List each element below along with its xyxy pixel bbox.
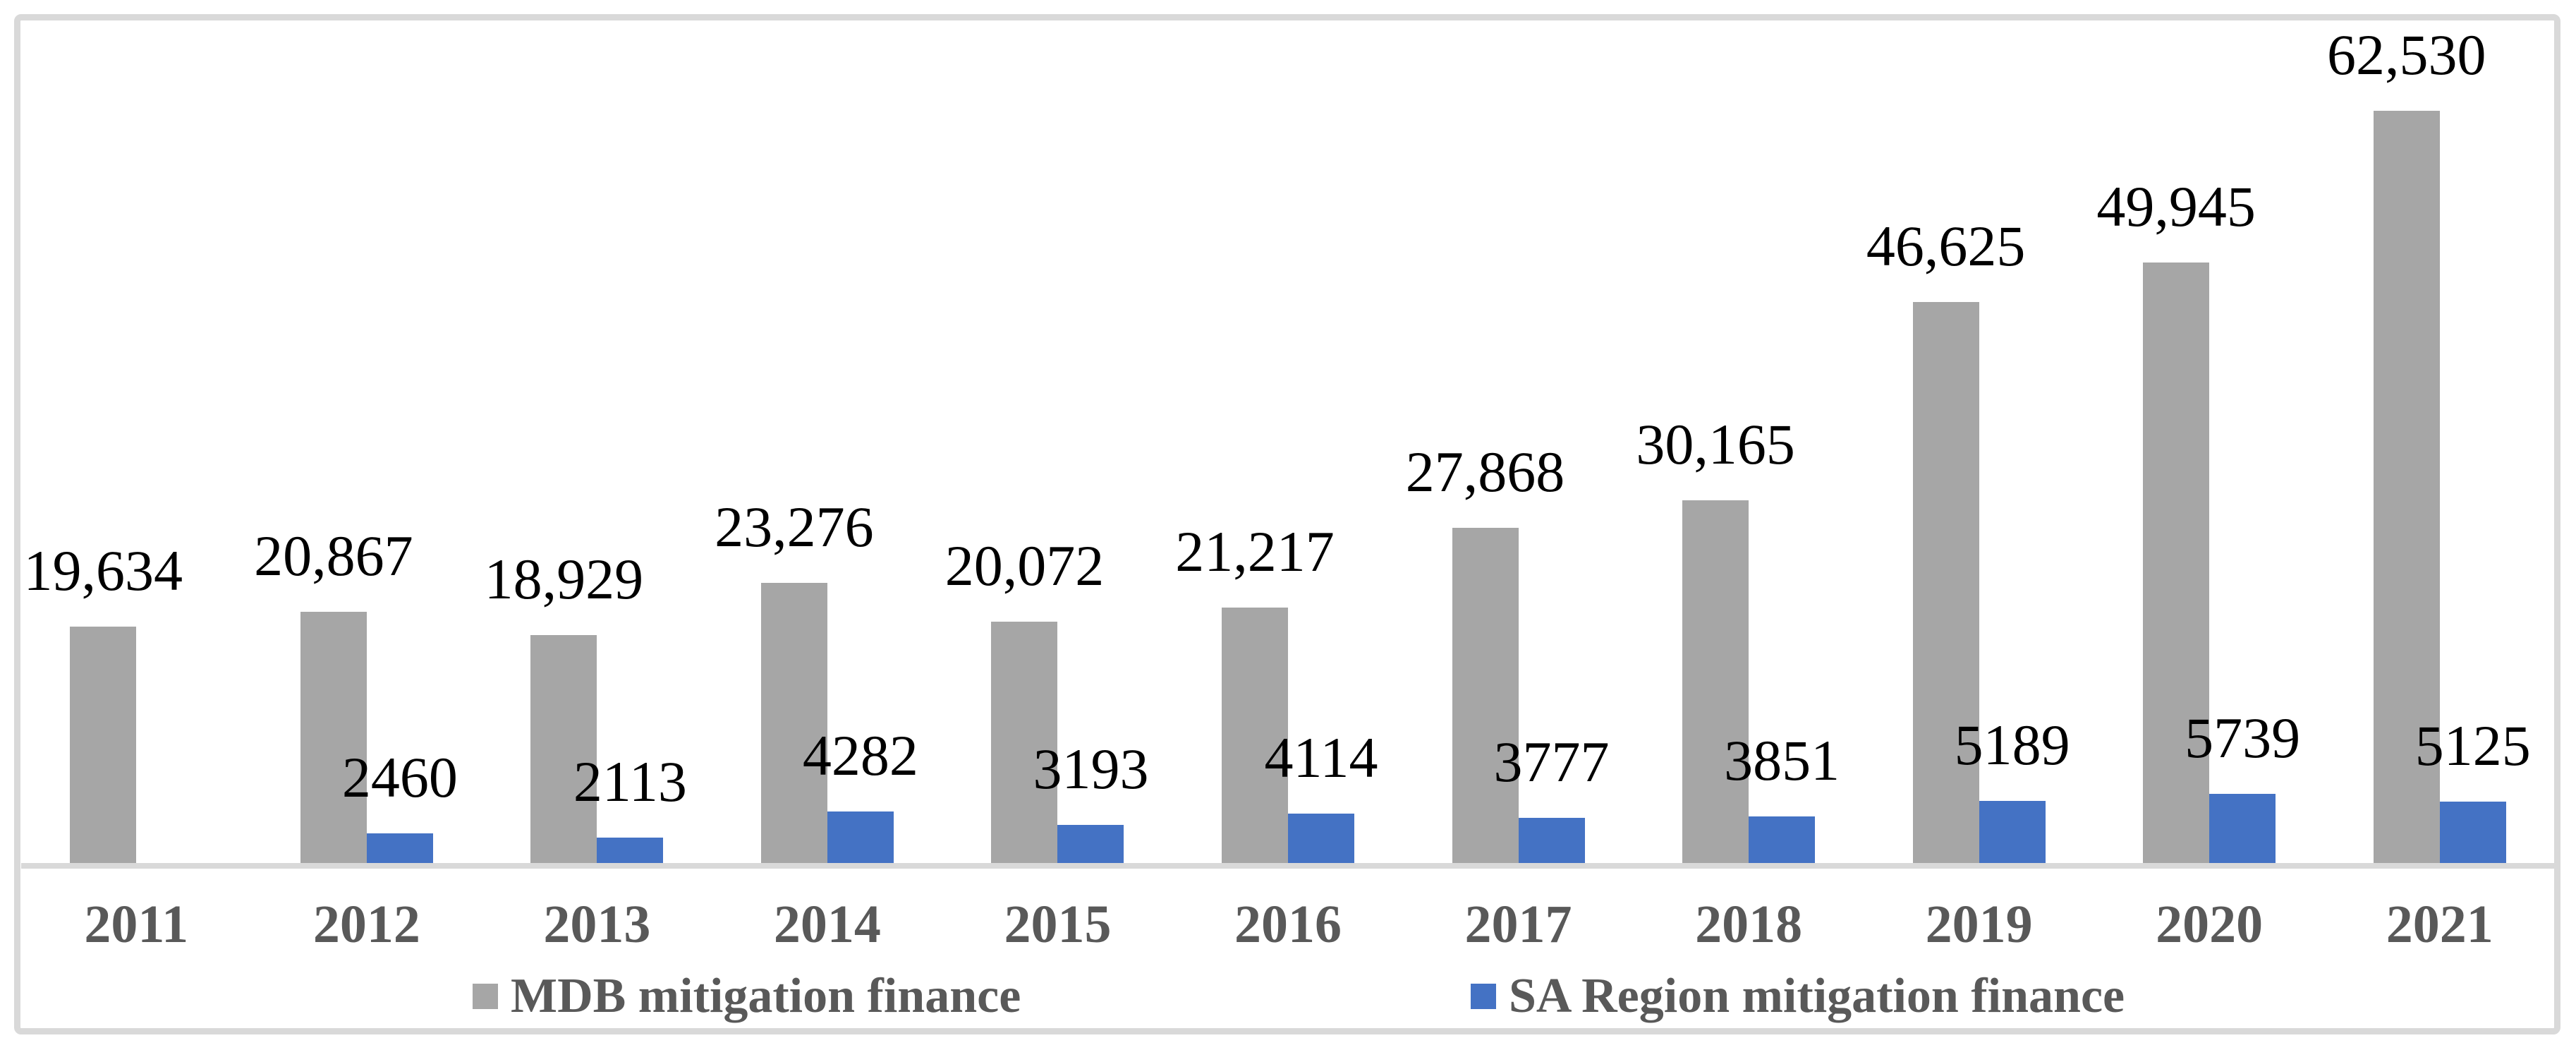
- sa-region-value-label-2019: 5189: [1954, 713, 2070, 777]
- sa-region-value-label-2018: 3851: [1724, 728, 1840, 792]
- sa-region-bar-2013: [597, 838, 664, 863]
- legend-swatch-mdb-icon: [473, 984, 498, 1009]
- sa-region-bar-2012: [366, 833, 433, 863]
- x-axis-label-2013: 2013: [543, 895, 651, 954]
- sa-region-value-label-2021: 5125: [2414, 713, 2531, 778]
- mdb-value-label-2014: 23,276: [715, 495, 874, 559]
- x-axis-label-2019: 2019: [1925, 895, 2033, 954]
- legend-label-mdb: MDB mitigation finance: [511, 969, 1021, 1023]
- x-axis-label-2016: 2016: [1234, 895, 1342, 954]
- sa-region-value-label-2012: 2460: [341, 745, 458, 809]
- x-axis-line: [21, 863, 2555, 869]
- sa-region-bar-2019: [1979, 801, 2046, 863]
- x-axis-label-2020: 2020: [2156, 895, 2264, 954]
- x-axis-label-2011: 2011: [84, 895, 189, 954]
- x-axis-label-2012: 2012: [312, 895, 420, 954]
- mdb-bar-2014: [760, 583, 827, 863]
- mdb-bar-2015: [991, 622, 1058, 863]
- x-axis-label-2017: 2017: [1464, 895, 1572, 954]
- mdb-bar-2012: [300, 612, 367, 863]
- sa-region-value-label-2020: 5739: [2185, 706, 2301, 770]
- sa-region-bar-2021: [2439, 802, 2506, 863]
- mdb-bar-2013: [530, 635, 597, 863]
- legend-label-sa-region: SA Region mitigation finance: [1509, 969, 2125, 1023]
- mdb-bar-2018: [1682, 500, 1749, 863]
- mdb-value-label-2015: 20,072: [944, 533, 1105, 598]
- x-axis-label-2018: 2018: [1695, 895, 1803, 954]
- mdb-value-label-2020: 49,945: [2096, 174, 2256, 239]
- mdb-bar-2016: [1222, 608, 1288, 863]
- mdb-value-label-2016: 21,217: [1175, 519, 1335, 584]
- sa-region-bar-2020: [2209, 794, 2276, 863]
- x-axis-label-2015: 2015: [1004, 895, 1112, 954]
- mdb-value-label-2021: 62,530: [2326, 23, 2486, 87]
- mdb-bar-2021: [2373, 111, 2440, 863]
- mdb-value-label-2011: 19,634: [23, 538, 183, 603]
- x-axis-label-2014: 2014: [773, 895, 881, 954]
- x-axis-label-2021: 2021: [2386, 895, 2493, 954]
- sa-region-value-label-2017: 3777: [1493, 730, 1610, 794]
- sa-region-bar-2018: [1749, 816, 1816, 863]
- sa-region-value-label-2013: 2113: [573, 749, 687, 814]
- mdb-value-label-2019: 46,625: [1866, 214, 2026, 278]
- mdb-bar-2020: [2143, 262, 2210, 863]
- sa-region-value-label-2014: 4282: [802, 723, 918, 788]
- sa-region-value-label-2015: 3193: [1033, 737, 1149, 801]
- legend-item-sa-region: SA Region mitigation finance: [1471, 972, 2125, 1021]
- sa-region-value-label-2016: 4114: [1264, 725, 1378, 790]
- mdb-bar-2019: [1912, 302, 1979, 863]
- sa-region-bar-2017: [1518, 818, 1585, 863]
- mdb-value-label-2013: 18,929: [484, 547, 644, 611]
- mdb-value-label-2018: 30,165: [1636, 412, 1795, 476]
- mdb-value-label-2012: 20,867: [254, 524, 413, 588]
- sa-region-bar-2015: [1057, 825, 1124, 863]
- mdb-bar-2017: [1452, 528, 1519, 863]
- sa-region-bar-2014: [827, 811, 894, 863]
- sa-region-bar-2016: [1288, 814, 1354, 863]
- legend-item-mdb: MDB mitigation finance: [473, 972, 1021, 1021]
- legend-swatch-sa-region-icon: [1471, 984, 1496, 1009]
- mdb-value-label-2017: 27,868: [1405, 440, 1565, 504]
- mdb-bar-2011: [70, 627, 137, 863]
